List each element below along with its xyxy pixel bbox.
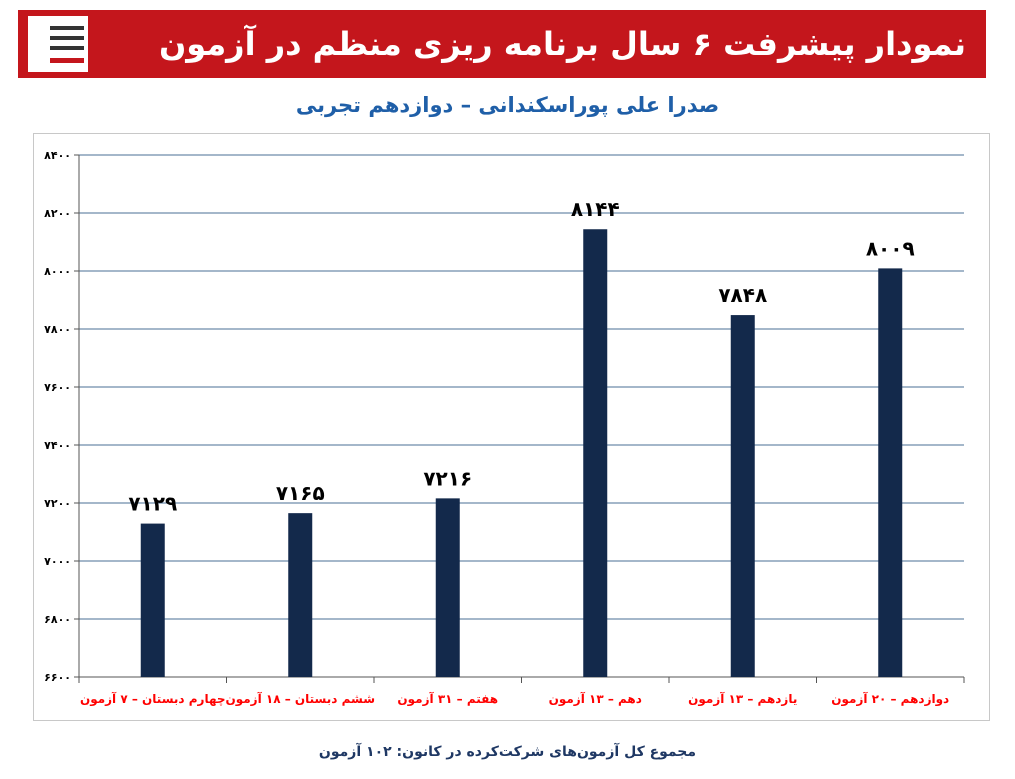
- data-label: ۸۰۰۹: [866, 236, 915, 260]
- y-tick-label: ۶۸۰۰: [44, 613, 71, 626]
- y-tick-label: ۸۴۰۰: [44, 149, 71, 162]
- title-banner: نمودار پیشرفت ۶ سال برنامه ریزی منظم در …: [18, 10, 986, 131]
- bar: [288, 513, 313, 677]
- footnote: مجموع کل آزمون‌های شرکت‌کرده در کانون: ۱…: [318, 744, 697, 760]
- category-label: یازدهم – ۱۳ آزمون: [688, 691, 797, 707]
- page-title: نمودار پیشرفت ۶ سال برنامه ریزی منظم در …: [158, 25, 966, 131]
- data-label: ۷۲۱۶: [423, 466, 472, 490]
- data-label: ۷۸۴۸: [718, 283, 767, 307]
- bar: [583, 229, 608, 677]
- chart-frame: ۶۶۰۰ ۶۸۰۰ ۷۰۰۰ ۷۲۰۰ ۷۴۰۰ ۷۶۰۰ ۷۸۰۰ ۸۰۰۰ ۸۲۰۰ ۸۴۰۰…: [33, 133, 990, 721]
- y-tick-label: ۷۰۰۰: [44, 555, 71, 568]
- y-tick-label: ۷۲۰۰: [44, 497, 71, 510]
- logo-stripe: [50, 36, 84, 40]
- bar-chart: ۶۶۰۰ ۶۸۰۰ ۷۰۰۰ ۷۲۰۰ ۷۴۰۰ ۷۶۰۰ ۷۸۰۰ ۸۰۰۰ ۸۲۰۰ ۸۴۰۰…: [44, 149, 965, 707]
- logo-stripe: [50, 46, 84, 50]
- chart-subtitle: صدرا علی پوراسکندانی – دوازدهم تجربی: [295, 93, 720, 117]
- y-tick-label: ۸۰۰۰: [44, 265, 71, 278]
- data-label: ۷۱۲۹: [128, 492, 177, 516]
- bar: [140, 523, 165, 677]
- data-label: ۷۱۶۵: [276, 481, 325, 505]
- category-label: دوازدهم – ۲۰ آزمون: [831, 691, 949, 707]
- kanoon-logo: [28, 16, 88, 72]
- bar: [730, 315, 755, 677]
- category-label: چهارم دبستان – ۷ آزمون: [80, 691, 226, 707]
- logo-stripe: [50, 58, 84, 63]
- y-tick-label: ۷۸۰۰: [44, 323, 71, 336]
- y-tick-label: ۶۶۰۰: [44, 671, 71, 684]
- category-label: ششم دبستان – ۱۸ آزمون: [225, 691, 375, 707]
- y-tick-label: ۸۲۰۰: [44, 207, 71, 220]
- y-tick-label: ۷۶۰۰: [44, 381, 71, 394]
- category-label: دهم – ۱۳ آزمون: [549, 691, 642, 707]
- logo-stripe: [50, 26, 84, 30]
- data-label: ۸۱۴۴: [571, 197, 620, 221]
- bar: [435, 498, 460, 677]
- category-label: هفتم – ۳۱ آزمون: [397, 691, 498, 707]
- bar: [878, 268, 903, 677]
- y-tick-label: ۷۴۰۰: [44, 439, 71, 452]
